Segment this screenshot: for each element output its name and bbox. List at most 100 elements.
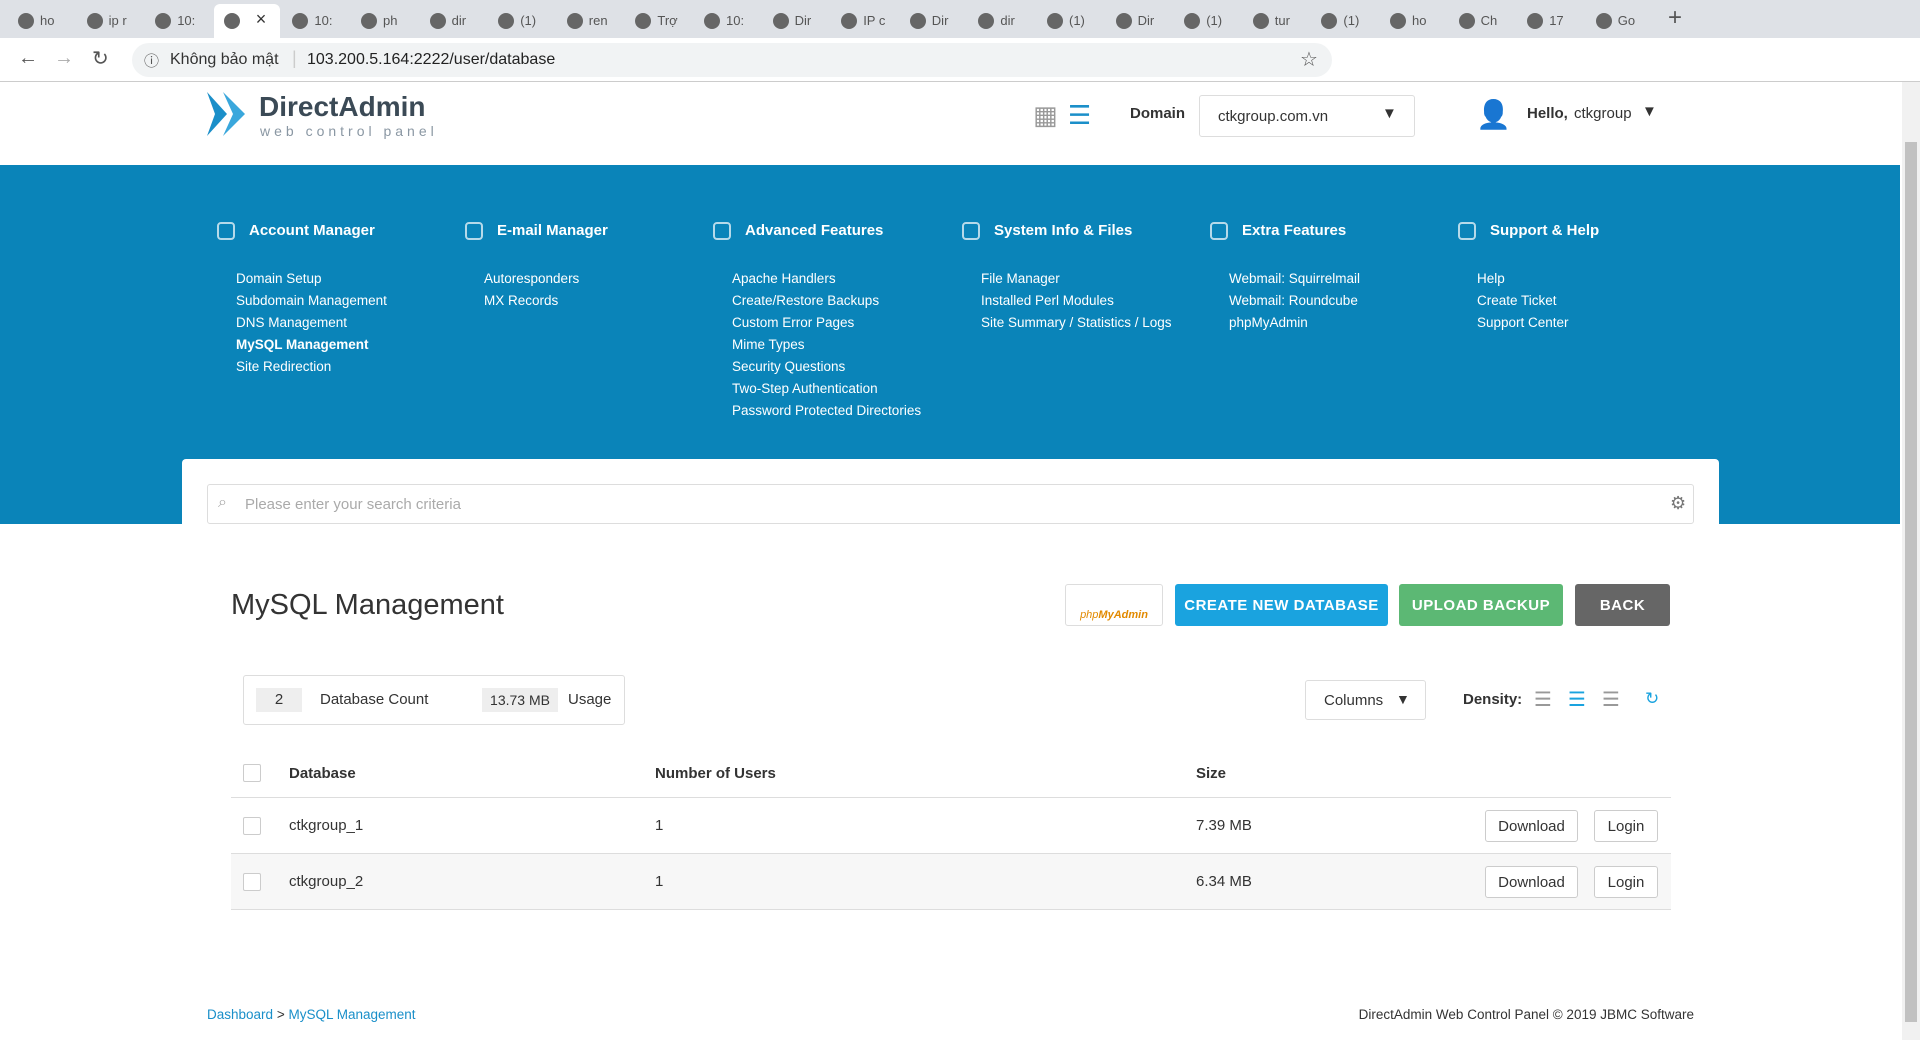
login-button[interactable]: Login [1594, 810, 1658, 842]
create-database-button[interactable]: CREATE NEW DATABASE [1175, 584, 1388, 626]
refresh-icon[interactable]: ↻ [1645, 689, 1660, 708]
browser-tab[interactable]: dir [420, 4, 486, 38]
breadcrumb-link[interactable]: MySQL Management [288, 1007, 416, 1022]
dropdown-caret: ▼ [1382, 105, 1397, 122]
browser-tab[interactable]: 17 [1517, 4, 1583, 38]
phpmyadmin-button[interactable]: php MyAdmin [1065, 584, 1163, 626]
user-caret[interactable]: ▼ [1642, 103, 1657, 120]
browser-tab[interactable]: (1) [1311, 4, 1377, 38]
browser-tab[interactable]: tur [1243, 4, 1309, 38]
column-header[interactable]: Size [1196, 765, 1227, 782]
nav-link[interactable]: Create/Restore Backups [732, 293, 880, 308]
browser-tab[interactable]: 10: [694, 4, 760, 38]
nav-link[interactable]: DNS Management [236, 315, 348, 330]
nav-link[interactable]: Apache Handlers [732, 271, 836, 286]
forward-button[interactable]: → [54, 47, 74, 69]
browser-tab[interactable]: ho [8, 4, 74, 38]
nav-link[interactable]: Autoresponders [484, 271, 580, 286]
browser-tab[interactable]: ph [351, 4, 417, 38]
nav-link[interactable]: Create Ticket [1477, 293, 1557, 308]
nav-link[interactable]: Help [1477, 271, 1505, 286]
browser-tab[interactable]: Dir [1106, 4, 1172, 38]
browser-tab[interactable]: Trợ [625, 4, 691, 38]
list-view-icon[interactable]: ☰ [1068, 100, 1092, 130]
browser-tab[interactable]: 10: [282, 4, 348, 38]
omnibox[interactable]: ⓘ Không bảo mật | 103.200.5.164:2222/use… [132, 43, 1332, 77]
column-header[interactable]: Number of Users [655, 765, 776, 782]
browser-tab[interactable]: dir [968, 4, 1034, 38]
nav-link[interactable]: Subdomain Management [236, 293, 387, 308]
download-button[interactable]: Download [1485, 810, 1578, 842]
browser-tab[interactable]: × [213, 4, 280, 38]
browser-tab[interactable]: ip r [77, 4, 143, 38]
column-header[interactable]: Database [289, 765, 356, 782]
nav-link[interactable]: MX Records [484, 293, 559, 308]
select-all-checkbox[interactable] [243, 764, 261, 782]
columns-button[interactable]: Columns ▼ [1305, 680, 1426, 720]
search-box[interactable]: ⌕ Please enter your search criteria ⚙ [207, 484, 1694, 524]
nav-link[interactable]: Password Protected Directories [732, 403, 922, 418]
browser-tab[interactable]: (1) [1037, 4, 1103, 38]
browser-tab[interactable]: 10: [145, 4, 211, 38]
search-placeholder: Please enter your search criteria [245, 496, 461, 513]
density-normal[interactable]: ☰ [1568, 689, 1586, 711]
nav-heading[interactable]: Advanced Features [745, 222, 884, 239]
domain-value: ctkgroup.com.vn [1218, 108, 1329, 125]
new-tab-button[interactable]: + [1668, 4, 1683, 31]
tab-title: dir [1000, 13, 1015, 28]
download-button[interactable]: Download [1485, 866, 1578, 898]
browser-tab[interactable]: Dir [900, 4, 966, 38]
tab-title: Dir [931, 13, 949, 28]
nav-link[interactable]: Domain Setup [236, 271, 322, 286]
tab-title: ho [1412, 13, 1427, 28]
browser-tab[interactable]: ren [557, 4, 623, 38]
settings-icon[interactable]: ⚙ [1670, 493, 1687, 513]
nav-link[interactable]: Webmail: Squirrelmail [1229, 271, 1361, 286]
nav-link[interactable]: Custom Error Pages [732, 315, 855, 330]
browser-tab[interactable]: (1) [1174, 4, 1240, 38]
bookmark-star[interactable]: ☆ [1300, 49, 1318, 71]
browser-tab[interactable]: Go [1586, 4, 1652, 38]
nav-link[interactable]: Site Redirection [236, 359, 332, 374]
login-button[interactable]: Login [1594, 866, 1658, 898]
nav-heading[interactable]: Support & Help [1490, 222, 1600, 239]
logo-text[interactable]: DirectAdmin [259, 91, 426, 122]
nav-link[interactable]: phpMyAdmin [1229, 315, 1308, 330]
row-checkbox[interactable] [243, 817, 261, 835]
back-button[interactable]: BACK [1575, 584, 1670, 626]
nav-link[interactable]: Webmail: Roundcube [1229, 293, 1358, 308]
nav-link[interactable]: File Manager [981, 271, 1060, 286]
tab-favicon [1184, 13, 1201, 29]
nav-link[interactable]: Support Center [1477, 315, 1569, 330]
grid-view-icon[interactable]: ▦ [1033, 100, 1058, 130]
nav-link[interactable]: Two-Step Authentication [732, 381, 878, 396]
browser-tab[interactable]: (1) [488, 4, 554, 38]
nav-heading[interactable]: Account Manager [249, 222, 375, 239]
nav-link[interactable]: Mime Types [732, 337, 805, 352]
nav-link[interactable]: Security Questions [732, 359, 846, 374]
upload-backup-button[interactable]: UPLOAD BACKUP [1399, 584, 1563, 626]
scrollbar[interactable] [1902, 82, 1920, 1040]
tab-close[interactable]: × [255, 9, 267, 29]
row-checkbox[interactable] [243, 873, 261, 891]
nav-heading[interactable]: Extra Features [1242, 222, 1347, 239]
density-compact[interactable]: ☰ [1534, 689, 1552, 711]
browser-tab[interactable]: ho [1380, 4, 1446, 38]
breadcrumb-link[interactable]: Dashboard [207, 1007, 274, 1022]
browser-tab[interactable]: Dir [763, 4, 829, 38]
density-wide[interactable]: ☰ [1602, 689, 1620, 711]
domain-select[interactable]: ctkgroup.com.vn ▼ [1199, 95, 1415, 137]
nav-link[interactable]: Site Summary / Statistics / Logs [981, 315, 1172, 330]
logo-tagline: web control panel [260, 123, 438, 139]
username[interactable]: ctkgroup [1574, 105, 1632, 122]
nav-heading[interactable]: E-mail Manager [497, 222, 608, 239]
nav-heading[interactable]: System Info & Files [994, 222, 1133, 239]
tab-title: (1) [1343, 13, 1360, 28]
back-button[interactable]: ← [18, 47, 38, 69]
tab-title: 10: [314, 13, 333, 28]
reload-button[interactable]: ↻ [92, 48, 109, 70]
nav-link[interactable]: MySQL Management [236, 337, 369, 352]
browser-tab[interactable]: Ch [1449, 4, 1515, 38]
nav-link[interactable]: Installed Perl Modules [981, 293, 1114, 308]
browser-tab[interactable]: IP c [831, 4, 897, 38]
